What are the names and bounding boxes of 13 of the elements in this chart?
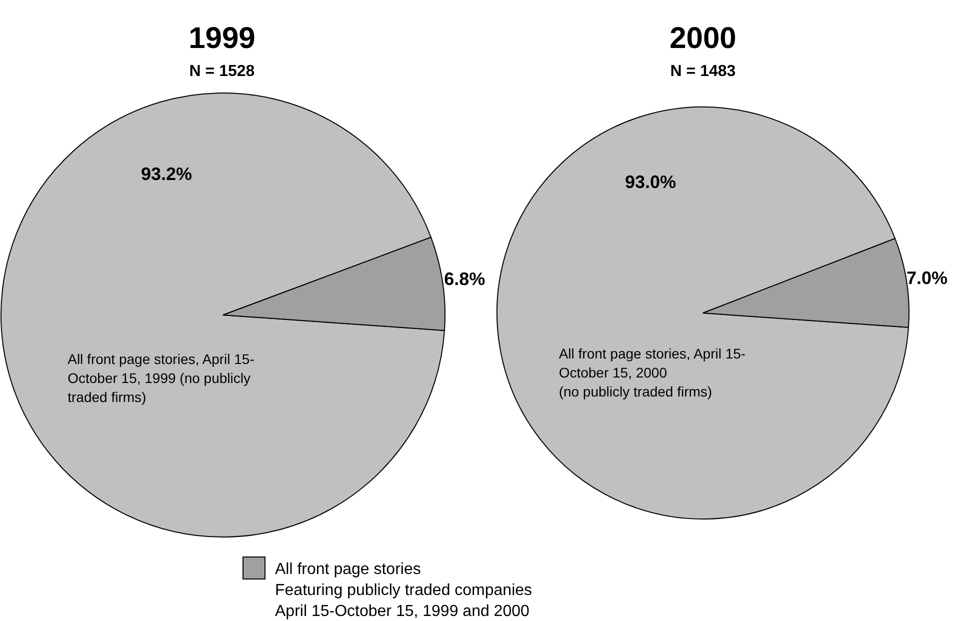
- data-label: 93.2%: [140, 164, 192, 184]
- data-label: 6.8%: [444, 268, 486, 289]
- slice-label: All front page stories, April 15- October 15, 1999 (no publicly traded firms): [68, 350, 255, 405]
- legend-label: All front page stories Featuring publicly traded companies April 15-October 15, 1999 and 2000: [275, 561, 532, 620]
- chart-subtitle: N = 1528: [189, 63, 255, 80]
- pie-slice: [496, 106, 909, 520]
- chart-subtitle: N = 1483: [670, 63, 736, 80]
- pie-slice: [0, 92, 445, 538]
- data-label: 7.0%: [906, 268, 948, 288]
- slice-label: All front page stories, April 15- October 15, 2000 (no publicly traded firms): [558, 345, 746, 400]
- data-label: 93.0%: [625, 172, 676, 192]
- chart-title: 2000: [670, 22, 736, 55]
- chart-title: 1999: [188, 22, 256, 55]
